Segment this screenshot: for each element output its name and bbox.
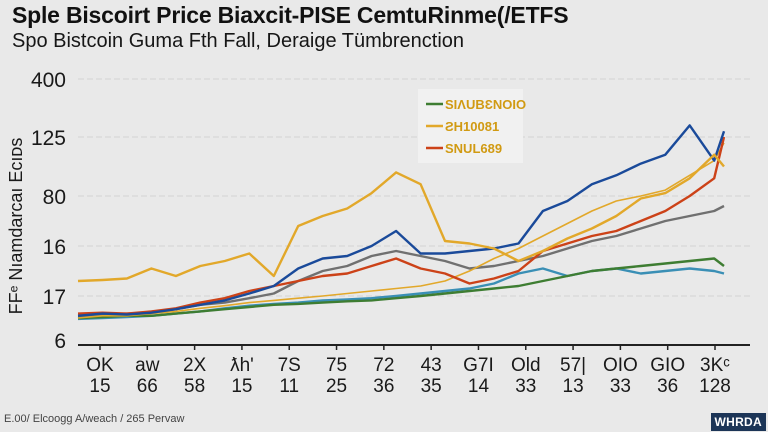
y-tick-label: 400	[31, 69, 66, 92]
source-footer: E.00/ Elcoogg A/weach / 265 Pervaw	[4, 413, 185, 425]
x-tick-label-bottom: 33	[515, 376, 536, 397]
series-line-gold-main	[77, 153, 725, 283]
y-axis-label: FFᵉ Nıamdarcaı Eᴄıᴅs	[6, 138, 26, 315]
y-tick-label: 80	[43, 186, 66, 209]
x-tick-label-top: 2X	[183, 355, 207, 376]
chart-subtitle: Spo Bistcoin Guma Fth Fall, Deraige Tümb…	[12, 30, 465, 52]
x-tick-label-bottom: 14	[468, 376, 490, 397]
series-lines	[77, 124, 726, 321]
x-tick-label-top: GIO	[650, 355, 685, 376]
chart-title: Sple Biscoirt Price Biaxcit-PISE CemtuRi…	[12, 2, 569, 28]
x-tick-label-top: ƛh'	[230, 355, 254, 376]
legend-label: SNUL689	[445, 141, 502, 156]
y-tick-label: 16	[43, 236, 66, 259]
x-tick-label-bottom: 66	[137, 376, 158, 397]
x-axis-ticks: OK15aw662X58ƛh'157S11752572364335G7I14Ol…	[86, 345, 731, 397]
x-tick-label-top: Old	[511, 355, 541, 376]
x-tick-label-bottom: 35	[421, 376, 442, 397]
x-tick-label-top: 75	[326, 355, 347, 376]
legend-label: ƧH10081	[445, 119, 499, 134]
y-tick-label: 125	[31, 127, 66, 150]
x-tick-label-bottom: 36	[657, 376, 678, 397]
x-tick-label-top: 57|	[560, 355, 586, 376]
x-tick-label-top: 43	[421, 355, 442, 376]
series-line-green	[77, 257, 725, 320]
series-line-blue	[77, 124, 726, 317]
x-tick-label-top: OK	[86, 355, 114, 376]
y-tick-label: 6	[54, 330, 66, 353]
x-tick-label-top: 72	[373, 355, 394, 376]
legend: SIΛUBƐNOIO ƧH10081 SNUL689	[418, 89, 526, 163]
x-tick-label-bottom: 25	[326, 376, 347, 397]
x-tick-label-top: 7S	[278, 355, 301, 376]
gridlines	[78, 78, 750, 297]
y-tick-label: 17	[43, 286, 66, 309]
x-tick-label-bottom: 13	[563, 376, 584, 397]
x-tick-label-top: 3Kᶜ	[700, 355, 730, 376]
x-tick-label-top: OIO	[603, 355, 638, 376]
x-tick-label-bottom: 11	[279, 376, 299, 397]
x-tick-label-top: G7I	[463, 355, 494, 376]
x-tick-label-bottom: 33	[610, 376, 631, 397]
series-line-gold-secondary	[77, 142, 725, 319]
x-tick-label-bottom: 36	[373, 376, 394, 397]
brand-badge: WHRDA	[710, 413, 766, 431]
x-tick-label-top: aw	[135, 355, 160, 376]
x-tick-label-bottom: 58	[184, 376, 205, 397]
legend-label: SIΛUBƐNOIO	[445, 97, 526, 112]
series-line-red	[77, 136, 726, 315]
x-tick-label-bottom: 15	[89, 376, 110, 397]
y-axis-ticks: 6 17 16 80 125 400	[31, 69, 66, 353]
x-tick-label-bottom: 15	[231, 376, 252, 397]
x-tick-label-bottom: 128	[699, 376, 731, 397]
